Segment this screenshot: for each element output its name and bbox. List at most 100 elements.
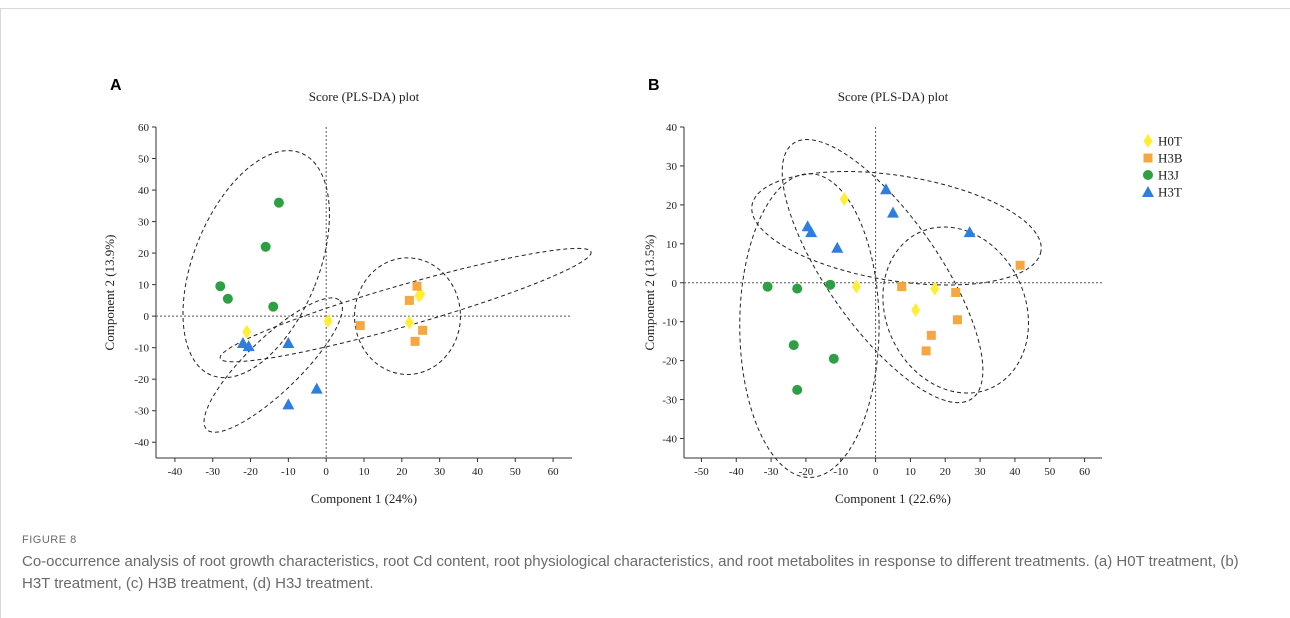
data-point-h3b — [1015, 260, 1025, 270]
y-tick-label: -40 — [134, 437, 149, 449]
top-divider — [0, 8, 1290, 9]
x-tick-label: 10 — [905, 466, 917, 478]
y-tick-label: 30 — [138, 217, 150, 229]
data-point-h0t — [911, 303, 921, 318]
chart-panel-a: A Score (PLS-DA) plot -40 -30 -20 -10 0 10 20 30 4… — [102, 77, 592, 506]
x-tick-label: 0 — [323, 466, 329, 478]
y-tick-label: -30 — [134, 406, 149, 418]
data-point-h3b — [952, 315, 962, 325]
panel-letter: A — [110, 77, 122, 94]
x-tick-label: -50 — [694, 466, 709, 478]
x-tick-label: -30 — [764, 466, 779, 478]
data-point-h3j — [828, 353, 839, 364]
data-point-h3j — [273, 197, 284, 208]
confidence-ellipse-h3b — [882, 226, 1029, 394]
data-point-h0t — [242, 324, 252, 339]
y-tick-label: 40 — [138, 185, 150, 197]
x-tick-label: 50 — [1044, 466, 1056, 478]
x-tick-label: 50 — [510, 466, 522, 478]
x-axis-title: Component 1 (24%) — [311, 491, 417, 506]
confidence-ellipse-h3j — [182, 150, 330, 379]
y-tick-label: -30 — [662, 395, 677, 407]
y-tick-label: -40 — [662, 434, 677, 446]
legend-marker-h3t — [1142, 186, 1154, 197]
y-tick-label: -20 — [134, 374, 149, 386]
confidence-ellipse-h3t — [203, 297, 343, 433]
data-point-h3t — [887, 206, 899, 218]
data-point-h0t — [404, 315, 414, 330]
data-point-h3b — [921, 346, 931, 356]
data-point-h3j — [792, 384, 803, 395]
x-tick-label: 40 — [472, 466, 484, 478]
data-point-h3t — [831, 241, 844, 253]
x-tick-label: 20 — [940, 466, 952, 478]
y-tick-label: -20 — [662, 356, 677, 368]
legend-marker-h3j — [1143, 170, 1153, 180]
x-tick-label: -30 — [205, 466, 220, 478]
data-point-h0t — [851, 279, 861, 294]
data-point-h3b — [355, 321, 365, 331]
data-point-h3t — [282, 336, 295, 348]
data-point-h3b — [418, 325, 428, 335]
left-divider — [0, 8, 1, 618]
chart-panel-b: B Score (PLS-DA) plot -40 -30 -20 -10 0 10 20 30 4… — [642, 77, 1102, 506]
x-tick-label: -10 — [281, 466, 296, 478]
figure-charts: A Score (PLS-DA) plot -40 -30 -20 -10 0 10 20 30 4… — [102, 77, 1183, 506]
x-tick-label: 30 — [975, 466, 987, 478]
legend-label-h0t: H0T — [1158, 134, 1182, 149]
x-tick-label: -20 — [243, 466, 258, 478]
legend-label-h3j: H3J — [1158, 168, 1179, 183]
data-point-h3j — [788, 340, 799, 351]
data-point-h0t — [839, 192, 849, 207]
legend-label-h3b: H3B — [1158, 151, 1183, 166]
data-point-h3j — [825, 279, 836, 290]
confidence-ellipse-h3b — [354, 257, 461, 375]
y-tick-label: 0 — [672, 278, 678, 290]
data-point-h3b — [897, 282, 907, 292]
data-point-h3t — [880, 183, 893, 195]
figure-caption: Co-occurrence analysis of root growth ch… — [22, 553, 1239, 592]
data-point-h3b — [410, 336, 420, 346]
y-tick-label: 0 — [144, 311, 150, 323]
x-tick-label: 10 — [359, 466, 371, 478]
data-point-h3j — [268, 301, 279, 312]
data-point-h3j — [260, 241, 271, 252]
y-tick-label: -10 — [662, 317, 677, 329]
data-point-h3t — [963, 226, 976, 238]
confidence-ellipse-h3j — [739, 173, 880, 478]
x-tick-label: -20 — [799, 466, 814, 478]
x-tick-label: 60 — [1079, 466, 1091, 478]
y-axis-title: Component 2 (13.5%) — [642, 235, 657, 351]
data-point-h3t — [242, 340, 255, 352]
data-point-h0t — [930, 281, 940, 296]
x-tick-label: 60 — [548, 466, 560, 478]
y-tick-label: 20 — [666, 200, 678, 212]
y-tick-label: 10 — [666, 239, 678, 251]
y-axis-title: Component 2 (13.9%) — [102, 235, 117, 351]
data-point-h3b — [926, 330, 936, 340]
x-tick-label: -40 — [168, 466, 183, 478]
y-tick-label: 20 — [138, 248, 150, 260]
data-point-h0t — [414, 288, 424, 303]
panel-letter: B — [648, 77, 660, 94]
x-tick-label: -10 — [833, 466, 848, 478]
data-point-h3t — [310, 382, 323, 394]
legend-label-h3t: H3T — [1158, 185, 1182, 200]
data-point-h3j — [792, 283, 803, 294]
data-point-h3j — [222, 293, 233, 304]
data-point-h3t — [805, 226, 818, 238]
data-point-h3t — [282, 398, 295, 410]
confidence-ellipse-h0t — [781, 139, 984, 404]
chart-title: Score (PLS-DA) plot — [838, 89, 949, 104]
data-point-h3j — [215, 281, 226, 292]
legend-marker-h0t — [1143, 134, 1153, 148]
y-tick-label: 50 — [138, 154, 150, 166]
x-tick-label: 20 — [396, 466, 408, 478]
data-point-h0t — [323, 313, 333, 328]
y-tick-label: 10 — [138, 280, 150, 292]
x-tick-label: 40 — [1009, 466, 1021, 478]
x-tick-label: 30 — [434, 466, 446, 478]
x-axis-title: Component 1 (22.6%) — [835, 491, 951, 506]
y-tick-label: -10 — [134, 343, 149, 355]
